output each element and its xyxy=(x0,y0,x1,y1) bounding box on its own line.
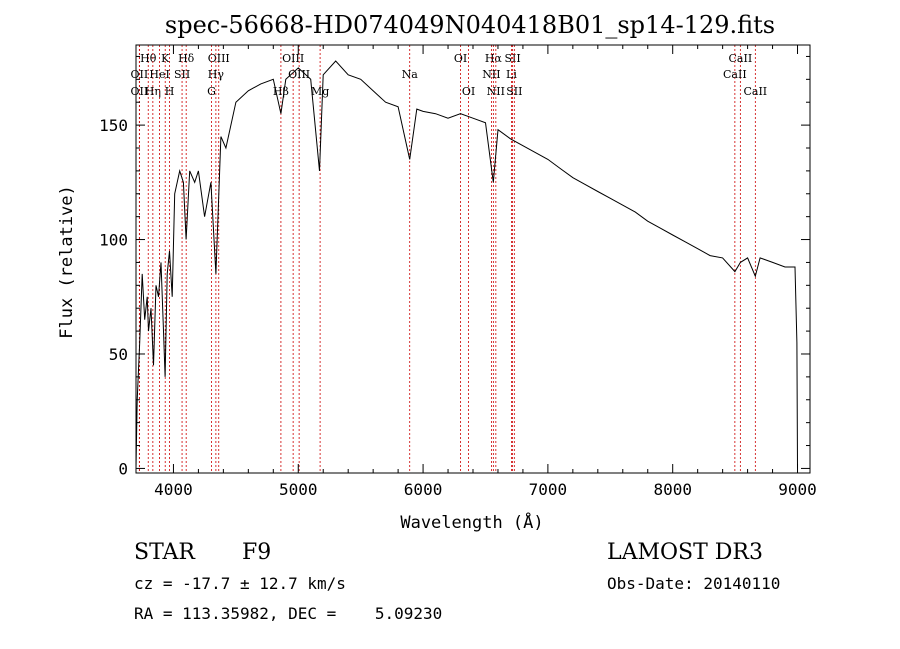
line-marker-label: SII xyxy=(506,85,522,98)
plot-frame xyxy=(135,44,811,474)
line-marker-label: CaII xyxy=(729,52,753,65)
line-marker-label: K xyxy=(161,52,170,65)
obs-date: Obs-Date: 20140110 xyxy=(607,574,781,593)
x-tick-label: 5000 xyxy=(279,480,318,499)
line-marker-label: Na xyxy=(402,68,419,81)
line-marker-label: OIII xyxy=(288,68,310,81)
subclass: F9 xyxy=(242,540,272,565)
y-tick-label: 0 xyxy=(118,459,128,478)
x-axis-label: Wavelength (Å) xyxy=(400,511,543,533)
x-tick-label: 8000 xyxy=(653,480,692,499)
axes-layer: 4000 5000 6000 7000 8000 9000 0 50 100 150 xyxy=(99,45,817,499)
line-marker-label: Hγ xyxy=(208,68,225,81)
line-marker-label: Hθ xyxy=(140,52,157,65)
y-axis-label: Flux (relative) xyxy=(57,185,77,339)
line-marker-label: CaII xyxy=(723,68,747,81)
line-marker-label: NII xyxy=(487,85,505,98)
line-marker-label: OII xyxy=(131,85,149,98)
y-tick-label: 100 xyxy=(99,231,128,250)
chart-title: spec-56668-HD074049N040418B01_sp14-129.f… xyxy=(165,11,775,39)
series-line xyxy=(135,60,798,469)
line-marker-label: CaII xyxy=(743,85,767,98)
y-tick-label: 50 xyxy=(109,345,128,364)
line-marker-label: H xyxy=(165,85,175,98)
survey-name: LAMOST DR3 xyxy=(607,540,763,565)
x-tick-label: 9000 xyxy=(778,480,817,499)
line-marker-label: OIII xyxy=(282,52,304,65)
line-marker-label: Li xyxy=(506,68,517,81)
line-marker-label: Mg xyxy=(311,85,329,98)
line-marker-label: SII xyxy=(174,68,190,81)
line-marker-label: OI xyxy=(462,85,475,98)
line-marker-label: Hα xyxy=(485,52,503,65)
x-tick-label: 6000 xyxy=(404,480,443,499)
line-marker-label: G xyxy=(207,85,216,98)
line-marker-label: SII xyxy=(504,52,520,65)
line-marker-label: OIII xyxy=(208,52,230,65)
object-class: STAR xyxy=(134,540,195,565)
line-marker-label: Hη xyxy=(145,85,161,98)
line-marker-label: HeI xyxy=(149,68,169,81)
x-tick-label: 7000 xyxy=(529,480,568,499)
series-layer xyxy=(135,60,798,469)
line-marker-label: NII xyxy=(482,68,500,81)
y-tick-label: 150 xyxy=(99,116,128,135)
x-tick-label: 4000 xyxy=(154,480,193,499)
coordinates: RA = 113.35982, DEC = 5.09230 xyxy=(134,604,443,623)
line-marker-label: OI xyxy=(454,52,467,65)
line-marker-label: Hδ xyxy=(178,52,195,65)
redshift-readout: cz = -17.7 ± 12.7 km/s xyxy=(134,574,346,593)
